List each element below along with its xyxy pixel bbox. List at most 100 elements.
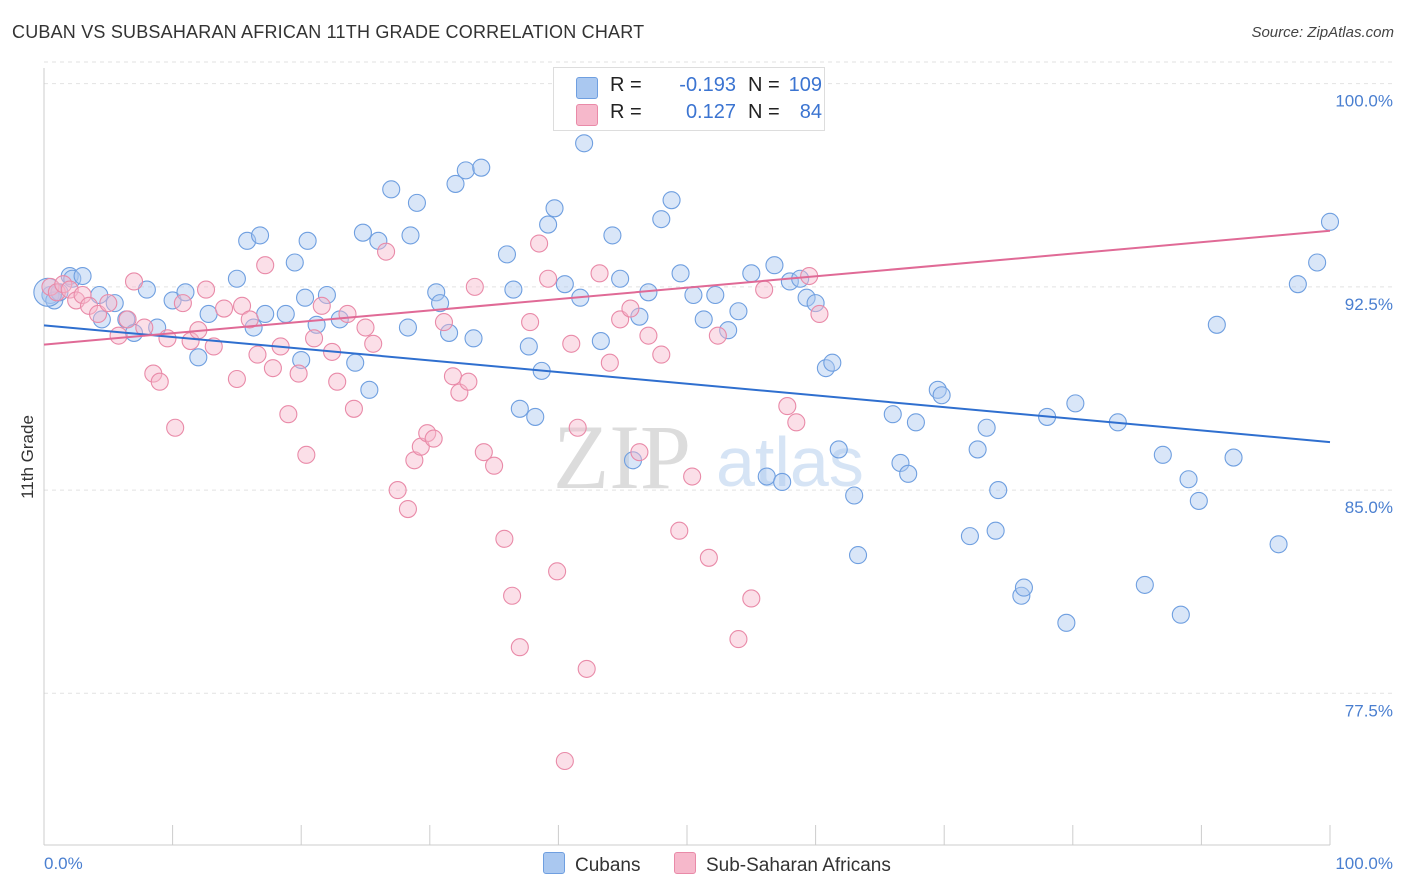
data-point bbox=[214, 299, 234, 318]
data-point bbox=[298, 231, 317, 250]
data-point bbox=[899, 464, 918, 483]
data-point bbox=[829, 440, 848, 459]
data-point bbox=[986, 521, 1005, 540]
data-point bbox=[495, 529, 514, 548]
legend-n-value: 84 bbox=[799, 101, 822, 123]
legend-r-label: R = bbox=[610, 101, 642, 123]
data-point bbox=[189, 348, 208, 367]
data-point bbox=[755, 280, 774, 299]
data-point bbox=[377, 242, 396, 261]
y-tick-label: 77.5% bbox=[1345, 701, 1393, 720]
data-point bbox=[279, 405, 298, 424]
data-point bbox=[73, 266, 92, 286]
data-point bbox=[124, 272, 144, 291]
data-point bbox=[388, 481, 407, 500]
y-tick-label: 92.5% bbox=[1345, 295, 1393, 314]
data-point bbox=[248, 345, 267, 364]
data-point bbox=[440, 323, 459, 342]
subsaharan-points bbox=[41, 234, 829, 771]
data-point bbox=[526, 407, 545, 426]
data-point bbox=[989, 481, 1008, 500]
data-point bbox=[1014, 578, 1033, 597]
data-point bbox=[292, 350, 311, 370]
data-point bbox=[443, 367, 462, 386]
data-point bbox=[1308, 253, 1327, 272]
data-point bbox=[227, 369, 246, 389]
data-point bbox=[328, 372, 347, 391]
data-point bbox=[510, 638, 529, 657]
data-point bbox=[356, 318, 375, 337]
data-point bbox=[434, 313, 453, 332]
data-point bbox=[1288, 275, 1307, 294]
data-point bbox=[346, 353, 365, 372]
data-point bbox=[199, 304, 218, 324]
legend-r-value: -0.193 bbox=[679, 74, 736, 96]
data-point bbox=[232, 296, 252, 315]
data-point bbox=[773, 472, 792, 491]
data-point bbox=[671, 264, 690, 283]
source-label: Source: ZipAtlas.com bbox=[1251, 24, 1394, 41]
data-point bbox=[932, 386, 951, 405]
data-point bbox=[555, 751, 574, 771]
data-point bbox=[590, 264, 609, 283]
data-point bbox=[539, 269, 558, 288]
x-tick-label-max: 100.0% bbox=[1335, 854, 1393, 873]
data-point bbox=[694, 310, 713, 329]
data-point bbox=[240, 310, 259, 329]
legend-item-cubans[interactable]: Cubans bbox=[543, 852, 641, 877]
data-point bbox=[591, 332, 610, 351]
data-point bbox=[960, 527, 979, 546]
data-point bbox=[464, 329, 483, 348]
data-point bbox=[545, 199, 564, 218]
data-point bbox=[503, 586, 522, 605]
x-ticks bbox=[43, 825, 1331, 845]
data-point bbox=[105, 294, 124, 313]
legend-r-label: R = bbox=[610, 74, 642, 96]
data-point bbox=[1224, 448, 1243, 467]
data-point bbox=[250, 226, 270, 245]
data-point bbox=[845, 486, 864, 505]
data-point bbox=[166, 418, 185, 437]
data-point bbox=[906, 413, 925, 432]
data-point bbox=[297, 445, 316, 464]
data-point bbox=[719, 321, 738, 340]
data-point bbox=[670, 521, 689, 540]
trend-line bbox=[43, 229, 1331, 346]
data-point bbox=[778, 397, 797, 416]
legend-swatch-subsaharan bbox=[674, 852, 696, 874]
data-point bbox=[99, 294, 118, 313]
data-point bbox=[684, 285, 703, 305]
data-point bbox=[797, 288, 816, 307]
legend-swatch-subsaharan bbox=[576, 104, 598, 126]
data-point bbox=[289, 364, 308, 383]
data-point bbox=[353, 223, 372, 242]
data-point bbox=[256, 304, 275, 324]
legend-item-subsaharan[interactable]: Sub-Saharan Africans bbox=[674, 852, 891, 877]
data-point bbox=[729, 302, 748, 321]
data-point bbox=[173, 294, 192, 313]
data-point bbox=[285, 253, 304, 272]
data-point bbox=[360, 380, 379, 399]
chart-title: CUBAN VS SUBSAHARAN AFRICAN 11TH GRADE C… bbox=[12, 22, 645, 42]
data-point bbox=[317, 285, 336, 305]
data-point bbox=[1057, 613, 1076, 632]
data-point bbox=[823, 353, 842, 372]
data-point bbox=[562, 334, 581, 353]
data-point bbox=[196, 280, 216, 299]
y-tick-label: 100.0% bbox=[1335, 92, 1393, 111]
data-point bbox=[227, 269, 246, 288]
data-point bbox=[204, 337, 223, 356]
watermark-zip: ZIP bbox=[553, 406, 691, 508]
data-point bbox=[407, 193, 426, 212]
data-point bbox=[600, 353, 619, 372]
data-point bbox=[630, 443, 649, 462]
trendlines bbox=[43, 229, 1331, 444]
data-point bbox=[519, 337, 538, 356]
data-point bbox=[575, 134, 594, 153]
data-point bbox=[364, 334, 383, 353]
y-tick-label: 85.0% bbox=[1345, 498, 1393, 517]
data-point bbox=[1320, 212, 1340, 231]
data-point bbox=[611, 269, 630, 288]
legend-r-value: 0.127 bbox=[685, 101, 736, 123]
data-point bbox=[806, 294, 825, 313]
